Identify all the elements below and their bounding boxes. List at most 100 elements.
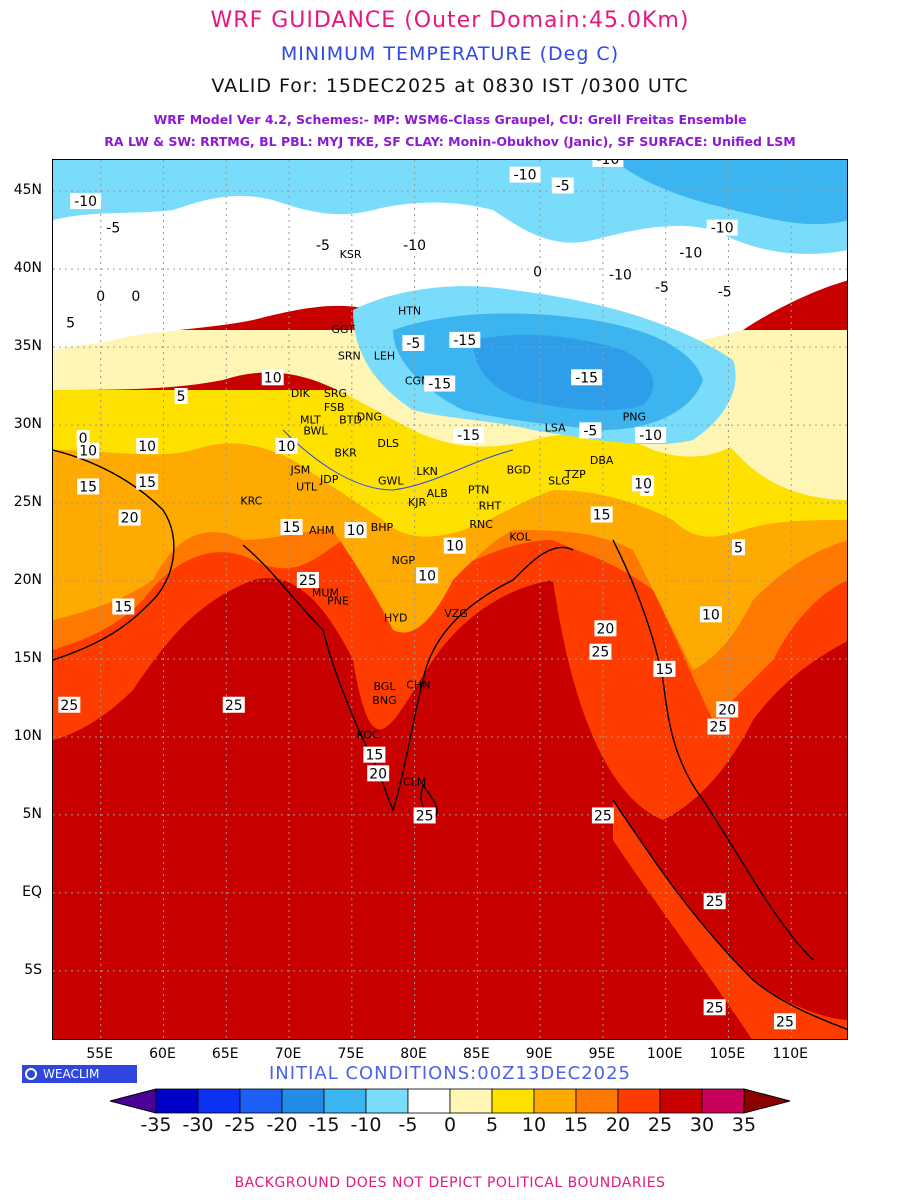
colorbar-tick-label: 20 — [605, 1114, 631, 1136]
city-label: TZP — [564, 468, 586, 481]
lat-tick-label: 20N — [13, 572, 42, 588]
contour-label-text: 25 — [706, 894, 724, 910]
colorbar-cell — [407, 1088, 451, 1114]
contour-label-bg — [102, 219, 125, 236]
contour-label-text: 25 — [594, 808, 612, 824]
contour-label: 10 — [416, 567, 439, 584]
contour-label: 25 — [703, 999, 726, 1016]
contour-label-bg — [632, 475, 655, 492]
contour-label: 25 — [58, 696, 81, 714]
colorbar-tick-label: 25 — [647, 1114, 673, 1136]
contour-label-text: -10 — [597, 160, 620, 168]
contour-label-bg — [280, 518, 303, 535]
contour-label-text: -15 — [457, 428, 480, 444]
city-label: BGD — [507, 463, 531, 476]
contour-label-bg — [707, 718, 730, 735]
contour-label-bg — [716, 701, 739, 718]
contour-label-bg — [650, 278, 673, 295]
contour-label-text: 10 — [702, 607, 720, 623]
lon-tick-label: 75E — [337, 1046, 365, 1062]
arabia-coastline — [53, 449, 175, 661]
city-label: SRN — [338, 350, 361, 363]
colorbar-tick-label: -15 — [308, 1114, 340, 1136]
colorbar-cell — [659, 1088, 703, 1114]
lat-tick-label: 15N — [13, 649, 42, 666]
contour-label-text: 20 — [369, 766, 387, 782]
contour-label-text: 0 — [79, 431, 88, 447]
contour-label: 10 — [699, 606, 722, 623]
city-label: RHT — [479, 499, 502, 512]
contour-label-bg — [571, 369, 603, 386]
lat-tick-label: 30N — [13, 416, 42, 433]
contour-label-bg — [136, 437, 159, 454]
contour-label: 25 — [773, 1013, 796, 1030]
city-label: DLS — [377, 437, 399, 450]
sumatra-coastline — [612, 799, 847, 1030]
lat-tick-label: 10N — [13, 727, 42, 744]
lon-tick-label: 105E — [709, 1046, 746, 1062]
colorbar-cell — [449, 1088, 493, 1114]
contour-label: 10 — [344, 522, 367, 539]
contour-label: 25 — [222, 696, 245, 714]
city-label: KJR — [408, 496, 426, 509]
contour-label-text: 25 — [299, 573, 317, 589]
colorbar-cell — [281, 1088, 325, 1114]
contour-label-bg — [589, 643, 612, 660]
contour-label-text: 25 — [710, 720, 728, 736]
contour-label-text: 25 — [776, 1014, 794, 1030]
city-label: BTD — [339, 414, 362, 427]
brand-text: WEACLIM — [43, 1067, 100, 1081]
lon-tick-label: 65E — [211, 1046, 239, 1062]
contour-label-bg — [416, 567, 439, 584]
contour-label-text: 20 — [597, 621, 615, 637]
contour-label-text: -10 — [403, 238, 426, 254]
contour-label: 10 — [136, 437, 159, 455]
contour-label-bg — [402, 334, 425, 351]
lon-tick-label: 55E — [86, 1046, 114, 1062]
city-label: NGP — [392, 554, 416, 567]
city-label: KSR — [340, 248, 362, 261]
lat-tick-label: 25N — [13, 494, 42, 511]
city-label: DNG — [357, 410, 382, 423]
colorbar — [110, 1088, 790, 1114]
colorbar-tick-label: 35 — [731, 1114, 757, 1136]
contour-label-text: 15 — [114, 600, 132, 616]
contour-label-bg — [296, 572, 319, 589]
city-label: KRC — [240, 495, 262, 508]
contour-label: -5 — [402, 334, 425, 352]
contour-labels: -10 -5 -10 -5 -10 -10 -10 -5 -10 0 -5 -10 -5 -15 -5 -15… — [58, 160, 796, 1030]
contour-label: -10 — [706, 219, 738, 237]
contour-label: -15 — [453, 426, 485, 444]
initial-conditions: INITIAL CONDITIONS:00Z13DEC2025 — [269, 1063, 631, 1084]
contour-label: 15 — [112, 598, 135, 616]
contour-label-bg — [449, 331, 481, 348]
contour-label-text: 5 — [66, 316, 75, 332]
lon-tick-label: 85E — [463, 1046, 490, 1062]
contour-label-bg — [699, 606, 722, 623]
contour-label-text: 10 — [79, 444, 97, 460]
colorbar-tick-label: 30 — [689, 1114, 715, 1136]
contour-label: -10 — [635, 426, 667, 444]
temperature-map: KSR HTN GGT SRN LEH CGN DIK SRG FSB MLT BWL BTD DNG P… — [52, 159, 848, 1040]
river-ganges — [282, 429, 514, 491]
contour-label-bg — [604, 266, 636, 283]
contour-label-bg — [424, 375, 456, 392]
city-label: FSB — [324, 401, 345, 414]
city-label: LKN — [416, 465, 438, 478]
city-label: LEH — [374, 350, 395, 363]
city-label: GGT — [331, 323, 355, 336]
city-label: LSA — [545, 421, 566, 434]
colorbar-low-arrow — [110, 1088, 157, 1114]
city-label: BHP — [371, 521, 394, 534]
lon-tick-label: 70E — [274, 1046, 302, 1062]
contour-label-bg — [713, 283, 736, 300]
city-label: PTN — [468, 484, 490, 497]
city-label: PNE — [327, 594, 349, 607]
colorbar-tick-label: -5 — [398, 1114, 418, 1136]
contour-label-text: 0 — [533, 264, 542, 280]
zone-minus10-minus5 — [53, 160, 847, 254]
colorbar-cell — [155, 1088, 199, 1114]
colorbar-tick-label: -10 — [350, 1114, 382, 1136]
contour-label: -10 — [509, 166, 541, 184]
